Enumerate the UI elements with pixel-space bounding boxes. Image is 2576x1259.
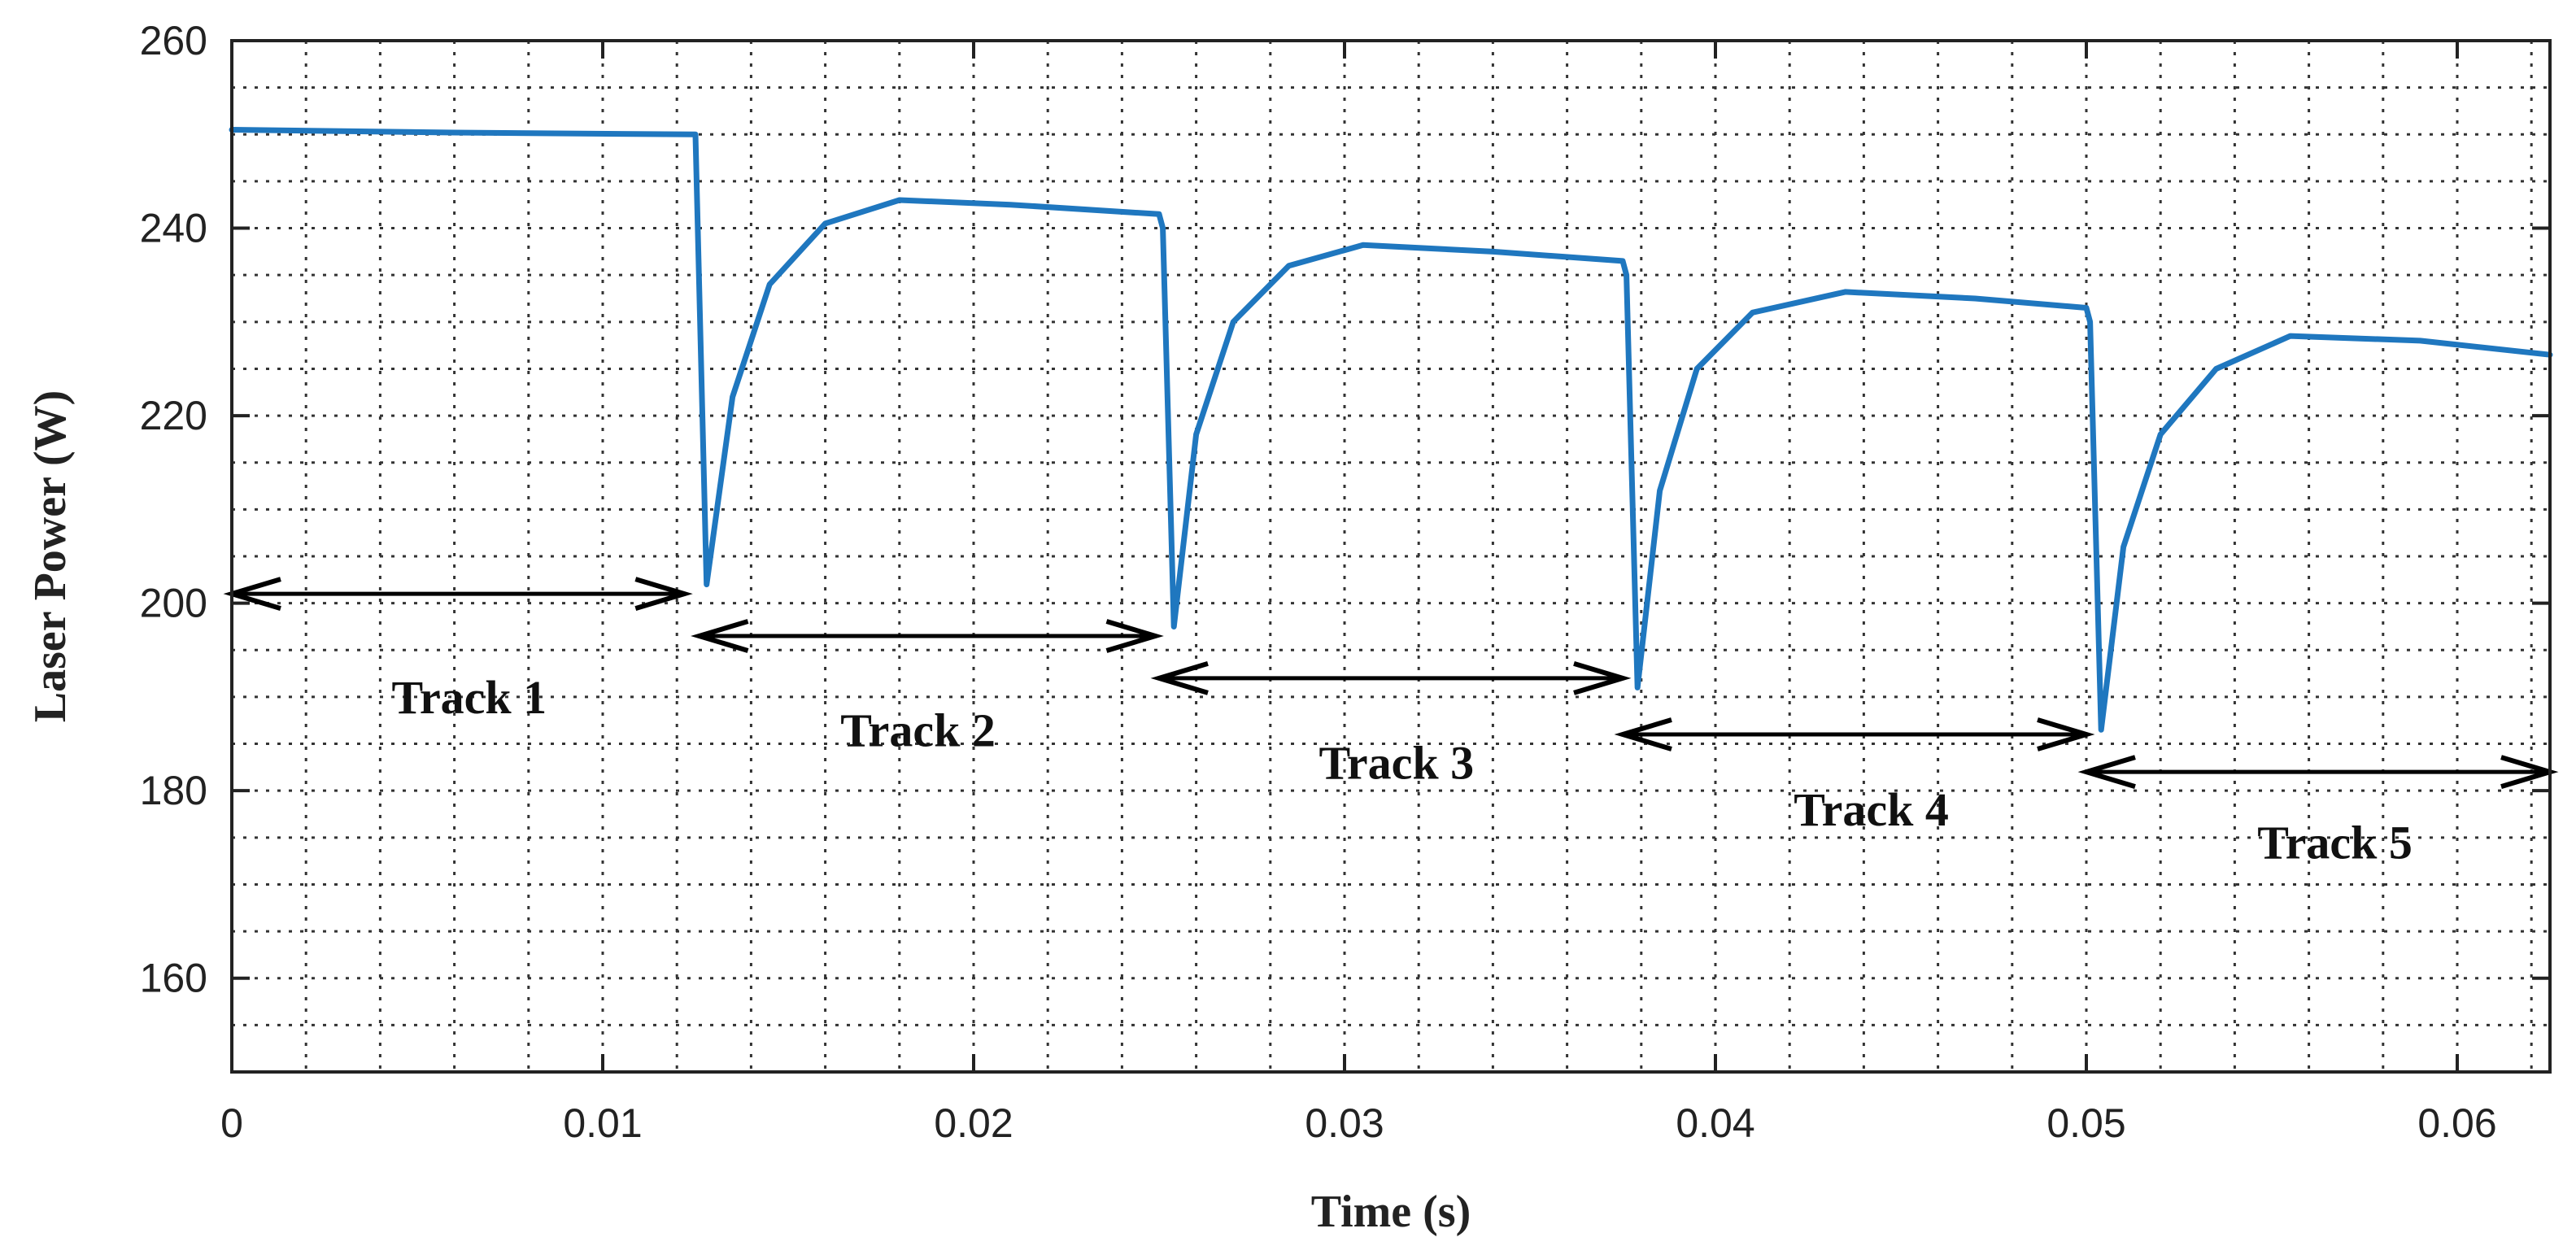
track-arrow-head-right bbox=[1105, 619, 1164, 653]
x-tick-label: 0.04 bbox=[1676, 1100, 1754, 1146]
x-tick-label: 0.05 bbox=[2046, 1100, 2125, 1146]
track-arrow-head-left bbox=[1614, 717, 1672, 751]
plot-frame bbox=[230, 39, 2552, 1074]
x-axis-title: Time (s) bbox=[1311, 1187, 1471, 1237]
track-arrow-head-right bbox=[634, 577, 693, 611]
laser-power-line bbox=[229, 127, 2553, 733]
x-tick-label: 0.02 bbox=[934, 1100, 1013, 1146]
y-tick-label: 240 bbox=[140, 206, 207, 251]
y-tick-label: 160 bbox=[140, 956, 207, 1001]
track-annotation: Track 3 bbox=[1150, 660, 1632, 790]
track-annotation: Track 2 bbox=[691, 619, 1164, 756]
y-tick-label: 220 bbox=[140, 393, 207, 438]
track-arrow-head-left bbox=[2077, 755, 2136, 790]
track-label: Track 3 bbox=[1319, 737, 1475, 790]
track-annotations: Track 1 Track 2 Track 3 Track 4 Track 5 bbox=[223, 577, 2559, 869]
x-tick-label: 0.03 bbox=[1305, 1100, 1384, 1146]
track-label: Track 2 bbox=[840, 704, 996, 756]
track-arrow-head-left bbox=[1150, 660, 1209, 695]
x-tick-label: 0.06 bbox=[2417, 1100, 2496, 1146]
y-tick-label: 180 bbox=[140, 768, 207, 813]
y-tick-label: 200 bbox=[140, 581, 207, 626]
track-annotation: Track 4 bbox=[1614, 717, 2095, 836]
grid-lines bbox=[232, 41, 2550, 1072]
y-tick-label: 260 bbox=[140, 18, 207, 63]
track-arrow-head-left bbox=[691, 619, 749, 653]
track-label: Track 5 bbox=[2257, 817, 2413, 869]
track-annotation: Track 5 bbox=[2077, 755, 2559, 869]
y-axis-title: Laser Power (W) bbox=[25, 390, 76, 723]
axis-ticks: 0 0.01 0.02 0.03 0.04 0.05 0.06 160 180 200 220 240… bbox=[140, 18, 2550, 1146]
x-tick-label: 0.01 bbox=[563, 1100, 642, 1146]
series-line-layer bbox=[229, 127, 2553, 733]
track-arrow-head-right bbox=[2037, 717, 2095, 751]
track-arrow-head-right bbox=[1573, 660, 1632, 695]
track-label: Track 1 bbox=[392, 671, 547, 724]
track-label: Track 4 bbox=[1794, 783, 1949, 836]
x-tick-label: 0 bbox=[220, 1100, 243, 1146]
track-annotation: Track 1 bbox=[223, 577, 693, 724]
